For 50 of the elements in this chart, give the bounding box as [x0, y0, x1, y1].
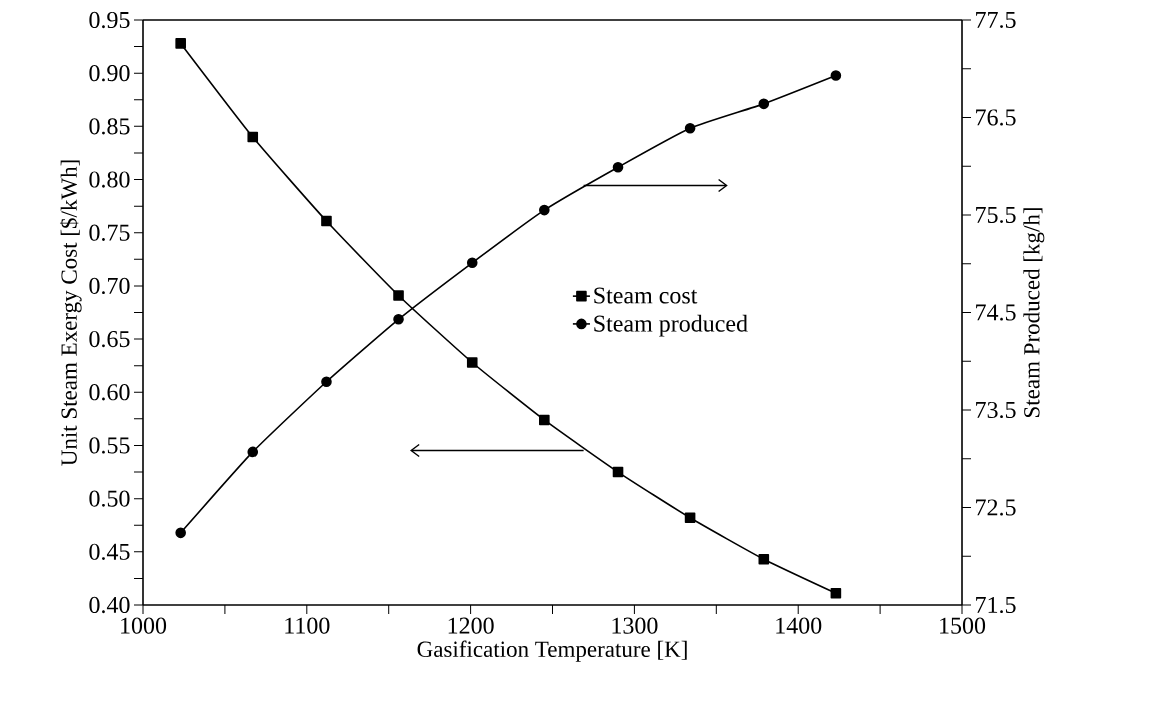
point	[393, 290, 404, 301]
y2-tick-label: 75.5	[976, 206, 1016, 224]
point	[247, 446, 259, 458]
point	[758, 98, 770, 110]
y-tick-label: 0.80	[89, 171, 130, 188]
point	[684, 122, 696, 134]
y-tick-label: 0.65	[89, 330, 130, 348]
y2-tick-label: 74.5	[976, 304, 1016, 321]
y-tick-label: 0.70	[89, 277, 130, 295]
y-tick-label: 0.90	[89, 65, 130, 82]
point	[830, 588, 842, 599]
point	[321, 376, 332, 388]
point	[466, 357, 478, 368]
x-tick-label: 1400	[776, 617, 822, 634]
point	[175, 38, 186, 49]
y2-tick-label: 77.5	[976, 11, 1016, 29]
x-tick-label: 1300	[612, 617, 658, 634]
point	[830, 70, 842, 81]
x-tick-label: 1100	[285, 617, 330, 634]
y-tick-label: 0.85	[89, 118, 130, 135]
y-tick-label: 0.55	[89, 437, 130, 454]
x-tick-label: 1500	[940, 617, 986, 634]
y-tick-label: 0.60	[89, 384, 130, 401]
point	[539, 204, 550, 216]
x-tick-label: 1000	[121, 617, 167, 634]
y-tick-label: 0.40	[89, 596, 130, 614]
point	[321, 215, 332, 227]
x-axis-title: Gasification Temperature [K]	[417, 640, 687, 662]
point	[758, 553, 770, 565]
y2-tick-label: 73.5	[976, 401, 1016, 419]
point	[175, 527, 186, 539]
point	[466, 257, 478, 269]
point	[612, 161, 624, 173]
y2-tick-label: 71.5	[976, 596, 1016, 614]
y2-tick-label: 76.5	[976, 109, 1016, 126]
y-tick-label: 0.50	[89, 490, 130, 507]
point	[247, 131, 259, 143]
point	[684, 512, 696, 524]
y2-axis-title: Steam Produced [kg/h]	[1023, 208, 1045, 417]
legend-label: Steam cost	[594, 287, 698, 304]
y-tick-label: 0.95	[89, 11, 130, 29]
point	[539, 414, 550, 426]
point	[612, 466, 624, 478]
x-tick-label: 1200	[448, 617, 494, 634]
y2-tick-label: 72.5	[976, 499, 1016, 516]
point	[393, 314, 404, 325]
y-tick-label: 0.75	[89, 224, 130, 241]
y-axis-title: Unit Steam Exergy Cost [$/kWh]	[59, 160, 82, 466]
legend-label: Steam produced	[594, 314, 748, 337]
y-tick-label: 0.45	[89, 543, 130, 560]
